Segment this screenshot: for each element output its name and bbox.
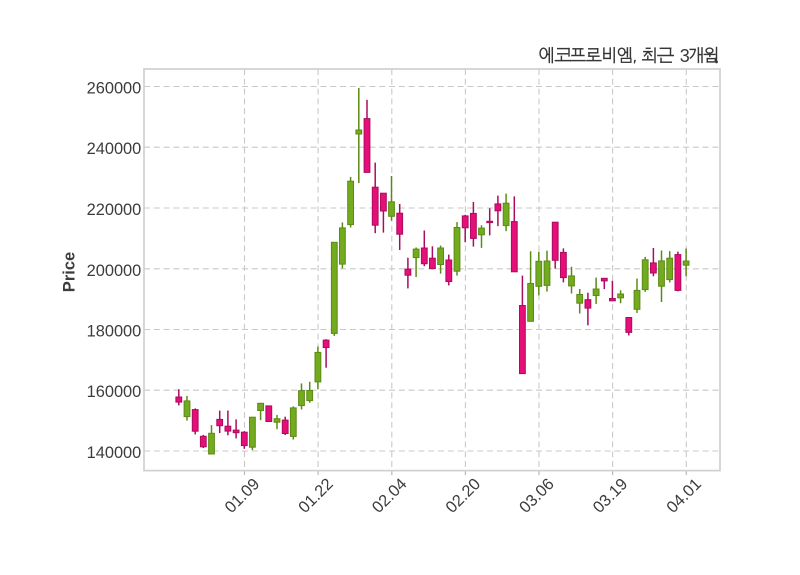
svg-text:Price: Price	[61, 252, 79, 292]
svg-text:260000: 260000	[87, 80, 142, 98]
svg-text:200000: 200000	[87, 262, 142, 280]
svg-text:160000: 160000	[87, 383, 142, 401]
svg-text:180000: 180000	[87, 323, 142, 341]
svg-text:240000: 240000	[87, 140, 142, 158]
svg-text:220000: 220000	[87, 201, 142, 219]
svg-text:3: 3	[680, 46, 690, 66]
svg-text:140000: 140000	[87, 444, 142, 462]
